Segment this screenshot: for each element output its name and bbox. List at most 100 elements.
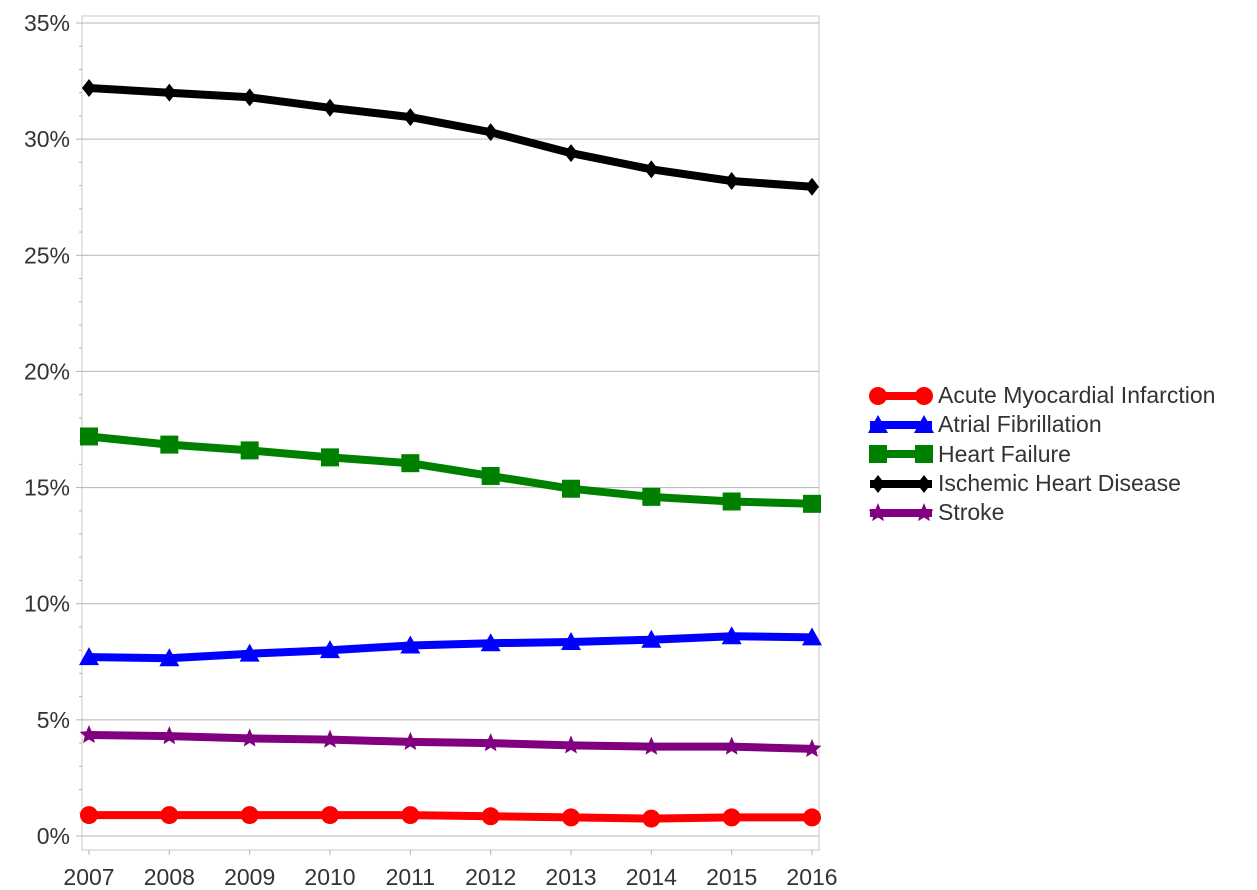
data-point-stroke-2012: [481, 733, 501, 752]
data-point-stroke-2015: [722, 736, 742, 755]
data-point-stroke-2013: [561, 735, 581, 754]
data-point-acute-myocardial-infarction-2014: [642, 809, 661, 828]
data-point-ischemic-heart-disease-2013: [564, 144, 578, 163]
data-point-atrial-fibrillation-2009: [239, 643, 260, 662]
data-point-heart-failure-2010: [321, 448, 339, 467]
data-point-acute-myocardial-infarction-2011: [401, 806, 420, 825]
data-point-heart-failure-2012: [481, 466, 500, 485]
legend-marker-right: [914, 414, 934, 433]
data-point-atrial-fibrillation-2014: [641, 629, 662, 648]
y-axis-labels: 0% 5% 10% 15% 20% 25% 30% 35%: [24, 10, 70, 849]
x-tick-label-2013: 2013: [545, 864, 596, 890]
data-point-heart-failure-2011: [401, 454, 420, 473]
data-point-acute-myocardial-infarction-2007: [80, 806, 98, 825]
data-point-acute-myocardial-infarction-2008: [160, 806, 179, 825]
data-point-ischemic-heart-disease-2011: [403, 108, 418, 127]
x-tick-label-2012: 2012: [465, 864, 516, 890]
x-axis-labels: 2007 2008 2009 2010 2011 2012 2013 2014 2015 2016: [63, 864, 837, 890]
data-point-heart-failure-2013: [562, 479, 580, 498]
data-point-atrial-fibrillation-2015: [721, 626, 742, 645]
legend-marker-right: [914, 502, 934, 521]
y-tick-label-2: 10%: [24, 591, 70, 617]
data-point-stroke-2016: [802, 738, 822, 757]
x-tick-label-2011: 2011: [386, 864, 435, 890]
data-point-atrial-fibrillation-2007: [79, 647, 99, 666]
x-tick-label-2016: 2016: [786, 864, 837, 890]
legend-marker-right: [917, 474, 931, 493]
data-point-atrial-fibrillation-2016: [802, 627, 822, 646]
y-tick-label-5: 25%: [24, 242, 70, 268]
data-point-atrial-fibrillation-2008: [159, 648, 180, 667]
legend-label: Acute Myocardial Infarction: [938, 382, 1216, 409]
y-tick-label-3: 15%: [24, 475, 70, 501]
data-point-acute-myocardial-infarction-2012: [481, 807, 500, 826]
x-tick-label-2014: 2014: [626, 864, 677, 890]
data-point-ischemic-heart-disease-2009: [242, 88, 257, 107]
y-tick-label-6: 30%: [24, 126, 70, 152]
data-point-acute-myocardial-infarction-2015: [722, 808, 741, 827]
data-point-heart-failure-2015: [722, 492, 741, 511]
data-point-ischemic-heart-disease-2010: [323, 98, 337, 117]
data-point-heart-failure-2016: [803, 494, 821, 513]
legend-swatch-acute-myocardial-infarction: [869, 386, 933, 405]
y-tick-label-7: 35%: [24, 10, 70, 36]
data-point-atrial-fibrillation-2013: [561, 632, 581, 651]
data-point-heart-failure-2008: [160, 435, 179, 454]
legend-marker-right: [915, 445, 933, 464]
series-line-acute-myocardial-infarction: [85, 811, 816, 823]
minor-ticks: [76, 22, 813, 855]
legend-item-heart-failure: Heart Failure: [866, 440, 1215, 469]
data-point-stroke-2014: [641, 736, 661, 755]
x-tick-label-2009: 2009: [224, 864, 275, 890]
data-point-stroke-2007: [79, 725, 99, 743]
legend-item-atrial-fibrillation: Atrial Fibrillation: [866, 410, 1215, 439]
data-point-heart-failure-2014: [642, 487, 661, 506]
x-tick-label-2015: 2015: [706, 864, 757, 890]
legend-swatch-atrial-fibrillation: [868, 414, 934, 433]
data-point-ischemic-heart-disease-2015: [724, 171, 739, 190]
series-line-heart-failure: [85, 432, 816, 508]
legend-marker-left: [869, 386, 887, 405]
series-lines: [79, 79, 822, 828]
y-tick-label-4: 20%: [24, 358, 70, 384]
data-point-ischemic-heart-disease-2007: [82, 79, 96, 98]
y-tick-label-1: 5%: [37, 707, 70, 733]
gridlines: [82, 22, 819, 837]
data-point-ischemic-heart-disease-2014: [644, 160, 659, 179]
legend: Acute Myocardial Infarction Atrial Fibril…: [866, 381, 1215, 527]
data-point-ischemic-heart-disease-2012: [483, 123, 498, 142]
legend-marker-left: [869, 445, 887, 464]
x-tick-label-2007: 2007: [63, 864, 114, 890]
legend-label: Ischemic Heart Disease: [938, 470, 1181, 497]
data-point-heart-failure-2009: [240, 441, 259, 460]
legend-label: Heart Failure: [938, 440, 1071, 467]
data-point-acute-myocardial-infarction-2009: [240, 806, 259, 825]
data-point-ischemic-heart-disease-2016: [805, 177, 819, 196]
plot-frame: [81, 15, 820, 851]
legend-swatch-stroke: [868, 502, 934, 521]
data-point-acute-myocardial-infarction-2016: [803, 808, 821, 827]
x-tick-label-2010: 2010: [304, 864, 355, 890]
data-point-heart-failure-2007: [80, 427, 98, 446]
legend-item-stroke: Stroke: [866, 498, 1215, 527]
data-point-stroke-2011: [400, 731, 420, 750]
data-point-stroke-2009: [240, 728, 260, 747]
legend-item-acute-myocardial-infarction: Acute Myocardial Infarction: [866, 381, 1215, 410]
data-point-stroke-2010: [320, 729, 340, 748]
data-point-atrial-fibrillation-2012: [480, 633, 501, 652]
data-point-ischemic-heart-disease-2008: [162, 83, 177, 102]
data-point-acute-myocardial-infarction-2010: [321, 806, 339, 825]
data-point-stroke-2008: [159, 726, 179, 745]
y-tick-label-0: 0%: [37, 823, 70, 849]
data-point-acute-myocardial-infarction-2013: [562, 808, 580, 827]
legend-swatch-ischemic-heart-disease: [870, 474, 932, 493]
legend-label: Stroke: [938, 499, 1005, 526]
data-point-atrial-fibrillation-2010: [320, 640, 340, 659]
legend-marker-left: [868, 414, 888, 433]
series-line-atrial-fibrillation: [85, 632, 816, 663]
legend-label: Atrial Fibrillation: [938, 411, 1102, 438]
data-point-atrial-fibrillation-2011: [400, 635, 421, 654]
legend-item-ischemic-heart-disease: Ischemic Heart Disease: [866, 469, 1215, 498]
x-tick-label-2008: 2008: [144, 864, 195, 890]
